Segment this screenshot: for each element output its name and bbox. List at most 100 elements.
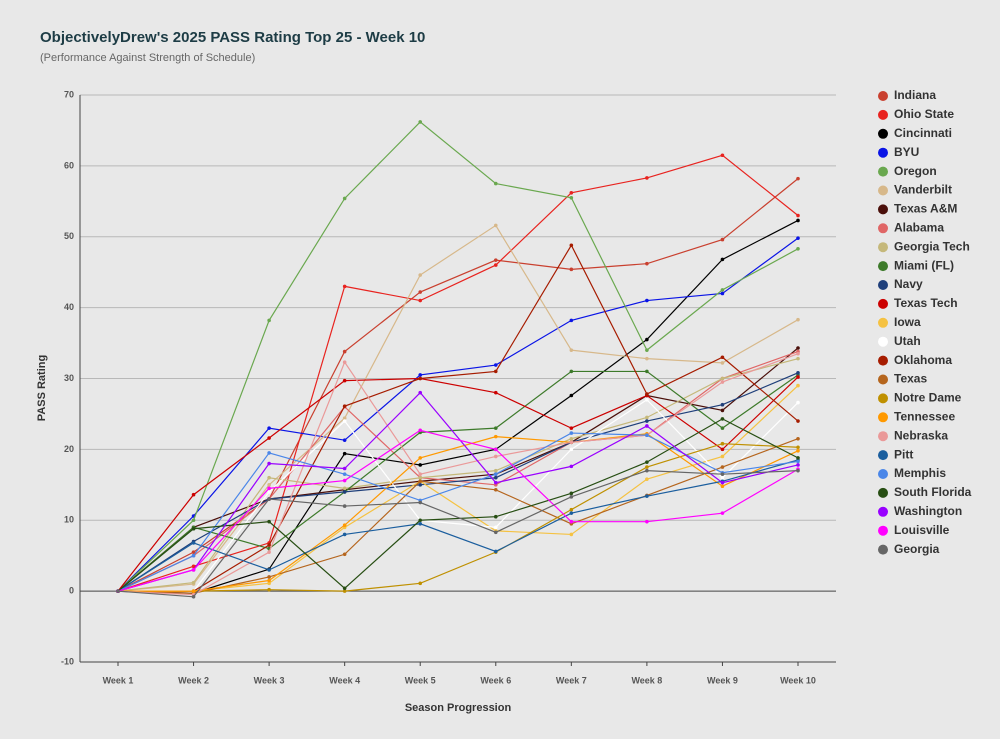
data-point — [796, 351, 800, 356]
data-point — [796, 436, 800, 441]
data-point — [796, 346, 800, 350]
legend-swatch — [878, 544, 888, 555]
data-point — [191, 564, 196, 569]
data-point — [569, 369, 574, 374]
series-line — [117, 470, 799, 598]
series-line — [117, 358, 799, 592]
y-tick-label: 50 — [64, 231, 74, 241]
y-tick-label: 30 — [64, 373, 74, 383]
x-tick-label: Week 8 — [631, 675, 662, 685]
data-point — [720, 465, 725, 469]
legend-label: Navy — [894, 277, 923, 291]
legend-label: Indiana — [894, 88, 936, 102]
legend-label: Alabama — [894, 220, 944, 234]
data-point — [342, 586, 347, 591]
data-point — [720, 402, 725, 407]
data-point — [191, 541, 196, 545]
data-point — [418, 500, 423, 505]
data-point — [342, 196, 347, 201]
data-point — [796, 218, 800, 223]
legend-label: Vanderbilt — [894, 183, 952, 197]
series-line — [118, 433, 799, 592]
legend-swatch — [878, 147, 888, 158]
data-point — [569, 519, 574, 524]
data-point — [418, 475, 423, 480]
data-point — [796, 375, 800, 379]
data-point — [191, 526, 196, 531]
legend-swatch — [878, 393, 888, 404]
legend-label: BYU — [894, 145, 919, 159]
chart-subtitle: (Performance Against Strength of Schedul… — [40, 52, 255, 64]
data-point — [569, 532, 574, 537]
legend-label: Utah — [894, 334, 921, 348]
legend-swatch — [878, 91, 888, 101]
data-point — [342, 284, 347, 289]
y-axis-label: PASS Rating — [36, 355, 48, 421]
series-line — [117, 237, 799, 592]
data-point — [267, 483, 271, 487]
data-point — [493, 426, 498, 430]
data-point — [569, 267, 574, 272]
data-point — [116, 589, 120, 593]
series-line — [117, 376, 799, 592]
data-point — [493, 263, 498, 267]
data-point — [418, 390, 423, 395]
data-point — [720, 454, 725, 459]
data-point — [342, 349, 347, 354]
data-point — [267, 568, 271, 572]
data-point — [342, 532, 347, 537]
data-point — [720, 380, 725, 384]
data-point — [342, 490, 347, 494]
data-point — [796, 246, 800, 251]
legend-swatch — [878, 242, 888, 253]
data-point — [267, 490, 271, 494]
data-point — [796, 383, 800, 388]
series-line — [117, 459, 799, 592]
data-point — [267, 497, 271, 501]
y-tick-label: 0 — [69, 586, 74, 596]
data-point — [342, 486, 347, 491]
data-point — [267, 426, 271, 430]
legend-swatch — [878, 223, 888, 234]
data-point — [493, 472, 498, 476]
data-point — [191, 492, 196, 497]
data-point — [720, 257, 725, 262]
data-point — [493, 181, 498, 186]
data-point — [569, 195, 574, 200]
data-point — [645, 468, 649, 473]
legend-label: Cincinnati — [894, 126, 952, 140]
data-point — [267, 475, 271, 480]
data-point — [342, 478, 347, 483]
data-point — [569, 464, 574, 469]
series-line — [117, 372, 799, 592]
data-point — [645, 261, 649, 266]
data-point — [645, 465, 649, 469]
legend-label: South Florida — [894, 485, 972, 499]
data-point — [418, 290, 423, 294]
series-line — [117, 418, 799, 592]
data-point — [267, 578, 271, 583]
legend-swatch — [878, 298, 888, 309]
series-line — [117, 353, 799, 596]
data-point — [342, 552, 347, 557]
data-point — [191, 580, 196, 585]
data-point — [796, 456, 800, 460]
data-point — [645, 397, 649, 402]
data-point — [569, 191, 574, 195]
legend-label: Texas A&M — [894, 202, 957, 216]
legend-swatch — [878, 412, 888, 423]
data-point — [720, 480, 725, 485]
series-line — [117, 429, 799, 592]
data-point — [569, 495, 574, 499]
data-point — [493, 530, 498, 535]
series-line — [117, 370, 799, 592]
series-line — [117, 391, 799, 592]
x-tick-label: Week 10 — [780, 675, 816, 685]
data-point — [569, 511, 574, 515]
data-point — [645, 424, 649, 428]
data-point — [418, 373, 423, 377]
series-line — [118, 244, 799, 592]
series-line — [117, 219, 799, 594]
